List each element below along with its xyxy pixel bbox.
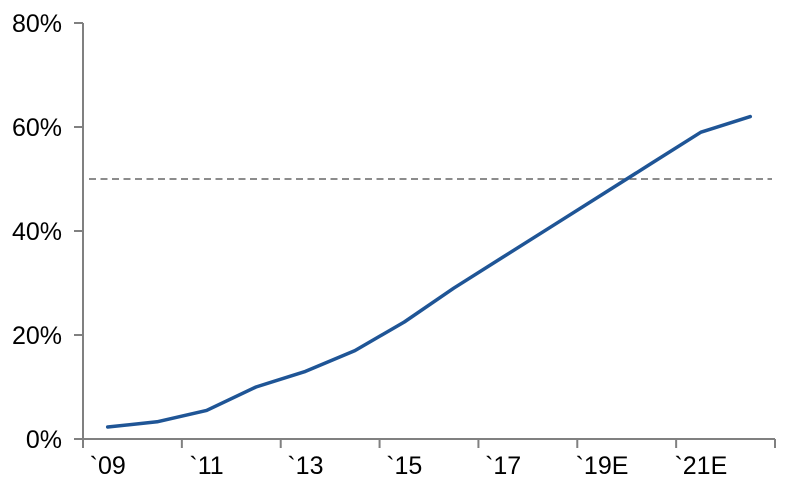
y-tick-label: 20% bbox=[12, 322, 62, 350]
data-series-line bbox=[105, 114, 753, 429]
x-tick-label: `13 bbox=[287, 452, 323, 480]
x-tick-label: `11 bbox=[189, 452, 223, 480]
y-tick-label: 0% bbox=[26, 426, 62, 454]
x-tick-label: `15 bbox=[386, 452, 422, 480]
y-tick-label: 60% bbox=[12, 114, 62, 142]
x-tick-label: `21E bbox=[674, 452, 727, 480]
x-tick-label: `19E bbox=[576, 452, 629, 480]
y-tick-label: 40% bbox=[12, 218, 62, 246]
x-tick-label: `09 bbox=[90, 452, 126, 480]
x-tick-label: `17 bbox=[485, 452, 521, 480]
y-tick-label: 80% bbox=[12, 10, 62, 38]
